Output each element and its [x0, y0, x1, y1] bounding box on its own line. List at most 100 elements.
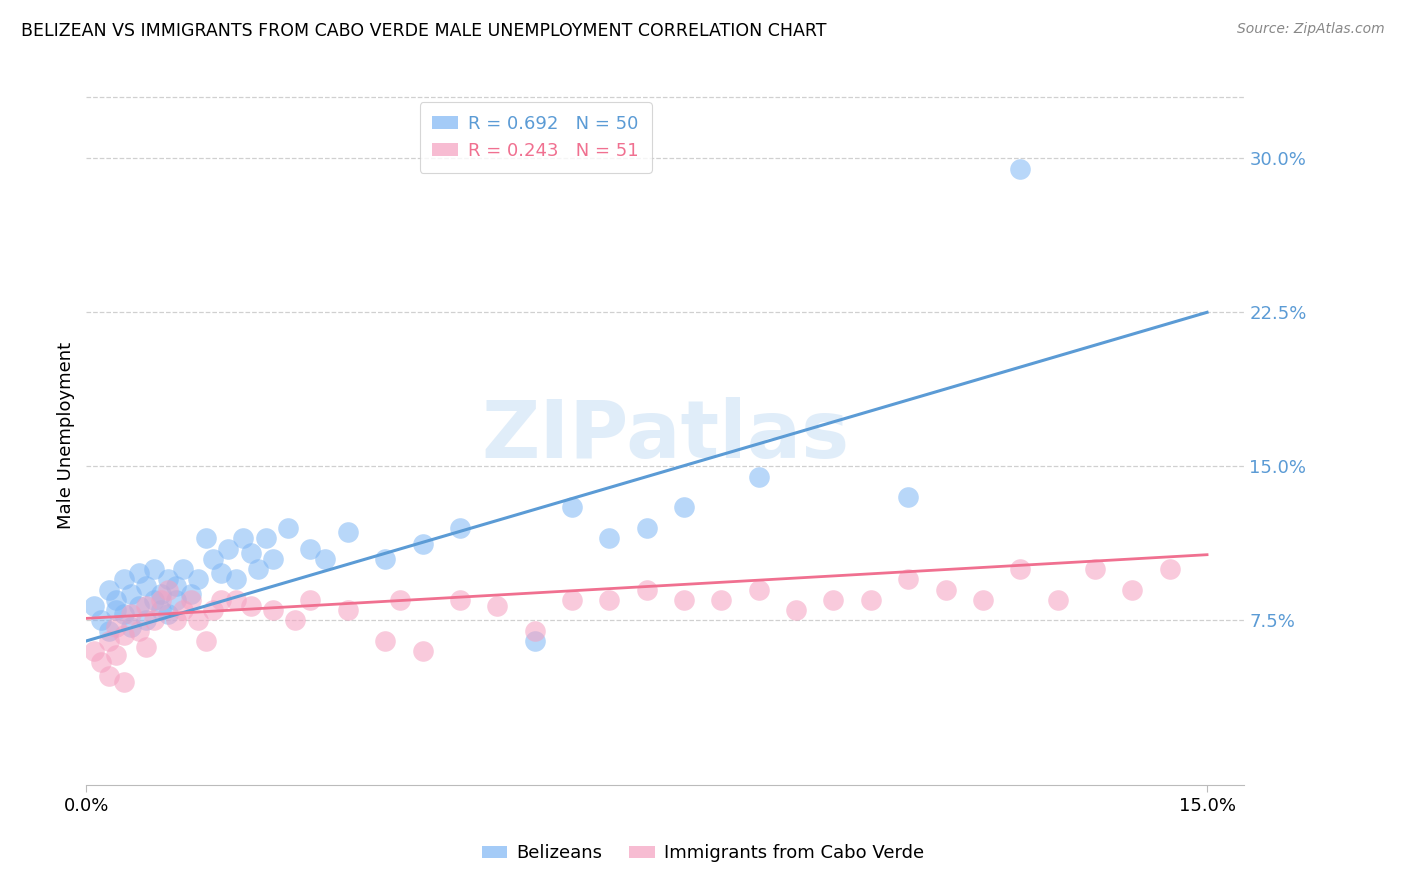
- Point: [165, 578, 187, 592]
- Point: [748, 582, 770, 597]
- Point: [172, 603, 194, 617]
- Text: Source: ZipAtlas.com: Source: ZipAtlas.com: [1237, 22, 1385, 37]
- Point: [83, 599, 105, 613]
- Point: [105, 593, 128, 607]
- Point: [97, 669, 120, 683]
- Point: [172, 562, 194, 576]
- Point: [135, 599, 157, 613]
- Point: [112, 675, 135, 690]
- Point: [194, 531, 217, 545]
- Point: [165, 614, 187, 628]
- Point: [374, 551, 396, 566]
- Point: [239, 546, 262, 560]
- Point: [112, 628, 135, 642]
- Point: [299, 541, 322, 556]
- Point: [225, 593, 247, 607]
- Point: [157, 572, 180, 586]
- Point: [561, 593, 583, 607]
- Point: [142, 593, 165, 607]
- Point: [336, 525, 359, 540]
- Point: [225, 572, 247, 586]
- Point: [299, 593, 322, 607]
- Point: [389, 593, 412, 607]
- Point: [859, 593, 882, 607]
- Point: [202, 551, 225, 566]
- Point: [314, 551, 336, 566]
- Point: [486, 599, 509, 613]
- Point: [90, 614, 112, 628]
- Point: [120, 587, 142, 601]
- Point: [673, 593, 696, 607]
- Point: [598, 531, 620, 545]
- Point: [112, 572, 135, 586]
- Point: [1159, 562, 1181, 576]
- Point: [194, 634, 217, 648]
- Point: [209, 593, 232, 607]
- Point: [142, 614, 165, 628]
- Text: BELIZEAN VS IMMIGRANTS FROM CABO VERDE MALE UNEMPLOYMENT CORRELATION CHART: BELIZEAN VS IMMIGRANTS FROM CABO VERDE M…: [21, 22, 827, 40]
- Point: [217, 541, 239, 556]
- Legend: R = 0.692   N = 50, R = 0.243   N = 51: R = 0.692 N = 50, R = 0.243 N = 51: [419, 103, 651, 173]
- Point: [180, 587, 202, 601]
- Point: [254, 531, 277, 545]
- Point: [180, 593, 202, 607]
- Point: [112, 607, 135, 622]
- Point: [202, 603, 225, 617]
- Point: [673, 500, 696, 515]
- Point: [150, 593, 173, 607]
- Point: [97, 624, 120, 638]
- Point: [83, 644, 105, 658]
- Point: [336, 603, 359, 617]
- Y-axis label: Male Unemployment: Male Unemployment: [58, 342, 75, 529]
- Point: [277, 521, 299, 535]
- Point: [135, 578, 157, 592]
- Point: [412, 644, 434, 658]
- Point: [262, 551, 284, 566]
- Legend: Belizeans, Immigrants from Cabo Verde: Belizeans, Immigrants from Cabo Verde: [475, 838, 931, 870]
- Point: [449, 521, 471, 535]
- Point: [523, 634, 546, 648]
- Point: [120, 619, 142, 633]
- Point: [262, 603, 284, 617]
- Point: [748, 469, 770, 483]
- Point: [636, 521, 658, 535]
- Point: [710, 593, 733, 607]
- Point: [97, 634, 120, 648]
- Point: [636, 582, 658, 597]
- Point: [105, 619, 128, 633]
- Point: [187, 614, 209, 628]
- Point: [374, 634, 396, 648]
- Point: [157, 607, 180, 622]
- Point: [239, 599, 262, 613]
- Point: [1010, 562, 1032, 576]
- Point: [120, 607, 142, 622]
- Point: [1046, 593, 1069, 607]
- Point: [135, 614, 157, 628]
- Point: [135, 640, 157, 654]
- Point: [247, 562, 270, 576]
- Point: [561, 500, 583, 515]
- Point: [1084, 562, 1107, 576]
- Point: [150, 603, 173, 617]
- Point: [165, 593, 187, 607]
- Point: [1121, 582, 1143, 597]
- Point: [105, 603, 128, 617]
- Point: [128, 599, 150, 613]
- Point: [187, 572, 209, 586]
- Point: [449, 593, 471, 607]
- Point: [935, 582, 957, 597]
- Point: [598, 593, 620, 607]
- Point: [128, 566, 150, 581]
- Text: ZIPatlas: ZIPatlas: [481, 397, 849, 475]
- Point: [209, 566, 232, 581]
- Point: [157, 582, 180, 597]
- Point: [105, 648, 128, 663]
- Point: [897, 572, 920, 586]
- Point: [232, 531, 254, 545]
- Point: [523, 624, 546, 638]
- Point: [128, 624, 150, 638]
- Point: [142, 562, 165, 576]
- Point: [97, 582, 120, 597]
- Point: [785, 603, 807, 617]
- Point: [412, 537, 434, 551]
